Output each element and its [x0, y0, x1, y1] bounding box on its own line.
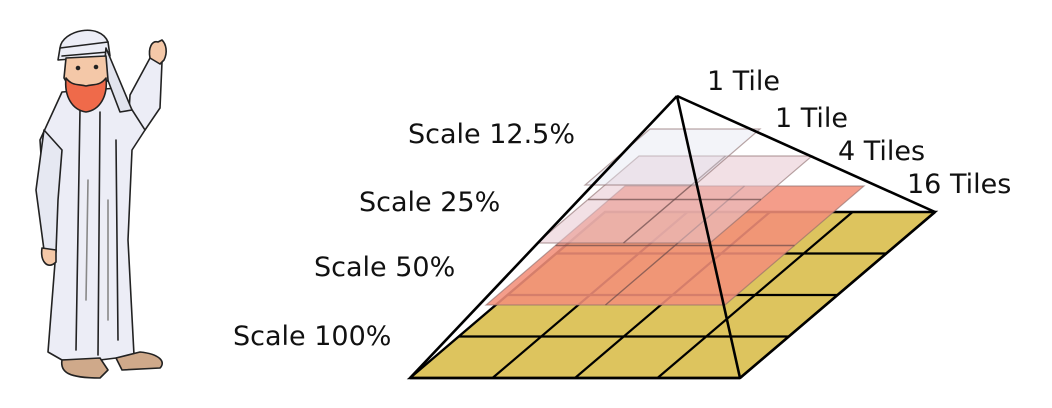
label-tiles-100: 16 Tiles: [907, 169, 1011, 200]
label-scale-25: Scale 25%: [359, 187, 500, 218]
label-tiles-12-5: 1 Tile: [775, 103, 848, 134]
label-scale-12-5: Scale 12.5%: [408, 119, 575, 150]
label-tiles-25: 4 Tiles: [838, 136, 925, 167]
label-scale-100: Scale 100%: [233, 321, 391, 352]
label-scale-50: Scale 50%: [314, 252, 455, 283]
label-tiles-top: 1 Tile: [707, 66, 780, 97]
old-man-waving-icon: [36, 30, 166, 378]
